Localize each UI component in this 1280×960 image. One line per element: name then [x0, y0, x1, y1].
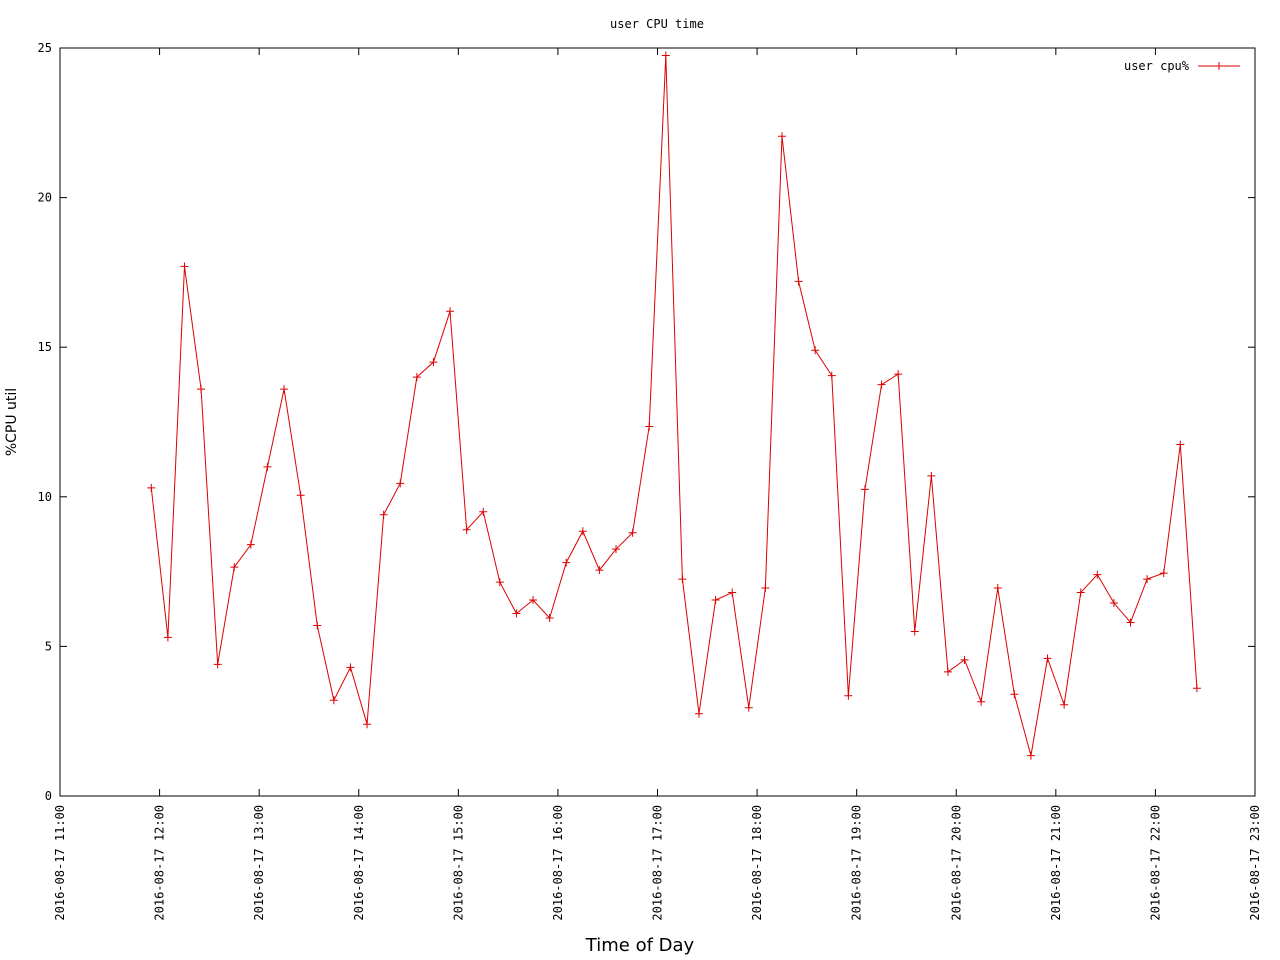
point-marker [1093, 570, 1102, 579]
point-marker [1043, 654, 1052, 663]
point-marker [147, 483, 156, 492]
point-marker [1109, 599, 1118, 608]
y-tick-label: 10 [38, 490, 52, 504]
series-line [150, 55, 1198, 756]
legend-marker [1215, 62, 1223, 70]
x-tick-label: 2016-08-17 21:00 [1049, 805, 1063, 921]
point-marker [744, 703, 753, 712]
point-marker [462, 525, 471, 534]
x-tick-label: 2016-08-17 18:00 [750, 805, 764, 921]
point-marker [678, 575, 687, 584]
point-marker [628, 528, 637, 537]
x-tick-label: 2016-08-17 16:00 [551, 805, 565, 921]
point-marker [761, 584, 770, 593]
point-marker [777, 132, 786, 141]
point-marker [545, 613, 554, 622]
point-marker [280, 385, 289, 394]
point-marker [728, 588, 737, 597]
point-marker [1060, 700, 1069, 709]
point-marker [163, 633, 172, 642]
x-tick-label: 2016-08-17 14:00 [352, 805, 366, 921]
point-marker [977, 697, 986, 706]
point-marker [844, 691, 853, 700]
x-axis-label: Time of Day [585, 935, 695, 956]
point-marker [827, 371, 836, 380]
point-marker [296, 491, 305, 500]
point-marker [1143, 575, 1152, 584]
point-marker [529, 596, 538, 605]
point-marker [412, 373, 421, 382]
point-marker [263, 462, 272, 471]
point-marker [379, 510, 388, 519]
point-marker [1010, 690, 1019, 699]
point-marker [213, 660, 222, 669]
chart-title: user CPU time [610, 17, 704, 31]
point-marker [346, 663, 355, 672]
point-marker [1176, 440, 1185, 449]
point-marker [1192, 684, 1201, 693]
x-tick-label: 2016-08-17 23:00 [1248, 805, 1262, 921]
y-axis-label: %CPU util [4, 388, 20, 456]
point-marker [313, 621, 322, 630]
point-marker [180, 262, 189, 271]
y-tick-label: 5 [45, 639, 52, 653]
point-marker [363, 720, 372, 729]
point-marker [512, 609, 521, 618]
legend-label: user cpu% [1124, 59, 1190, 73]
x-tick-label: 2016-08-17 22:00 [1148, 805, 1162, 921]
point-marker [612, 545, 621, 554]
x-tick-label: 2016-08-17 12:00 [153, 805, 167, 921]
y-tick-label: 0 [45, 789, 52, 803]
point-marker [595, 566, 604, 575]
y-tick-label: 25 [38, 41, 52, 55]
point-marker [230, 563, 239, 572]
point-marker [711, 596, 720, 605]
plot-frame [59, 47, 1256, 797]
point-marker [645, 422, 654, 431]
point-marker [578, 527, 587, 536]
point-marker [960, 655, 969, 664]
point-marker [811, 346, 820, 355]
x-tick-label: 2016-08-17 11:00 [53, 805, 67, 921]
y-tick-label: 20 [38, 191, 52, 205]
point-marker [246, 540, 255, 549]
point-marker [1026, 751, 1035, 760]
point-marker [927, 471, 936, 480]
point-marker [894, 370, 903, 379]
x-tick-label: 2016-08-17 15:00 [451, 805, 465, 921]
point-marker [329, 696, 338, 705]
point-marker [495, 578, 504, 587]
point-marker [661, 51, 670, 60]
point-marker [479, 507, 488, 516]
x-tick-label: 2016-08-17 20:00 [949, 805, 963, 921]
point-marker [1126, 618, 1135, 627]
point-marker [396, 479, 405, 488]
point-marker [794, 277, 803, 286]
y-tick-label: 15 [38, 340, 52, 354]
point-marker [1159, 569, 1168, 578]
point-marker [1076, 588, 1085, 597]
point-marker [446, 307, 455, 316]
point-marker [860, 485, 869, 494]
point-marker [910, 627, 919, 636]
point-marker [429, 358, 438, 367]
point-marker [694, 709, 703, 718]
point-marker [993, 584, 1002, 593]
point-marker [943, 667, 952, 676]
x-tick-label: 2016-08-17 13:00 [252, 805, 266, 921]
point-marker [877, 380, 886, 389]
point-marker [562, 558, 571, 567]
x-tick-label: 2016-08-17 17:00 [651, 805, 665, 921]
point-marker [197, 385, 206, 394]
x-tick-label: 2016-08-17 19:00 [850, 805, 864, 921]
